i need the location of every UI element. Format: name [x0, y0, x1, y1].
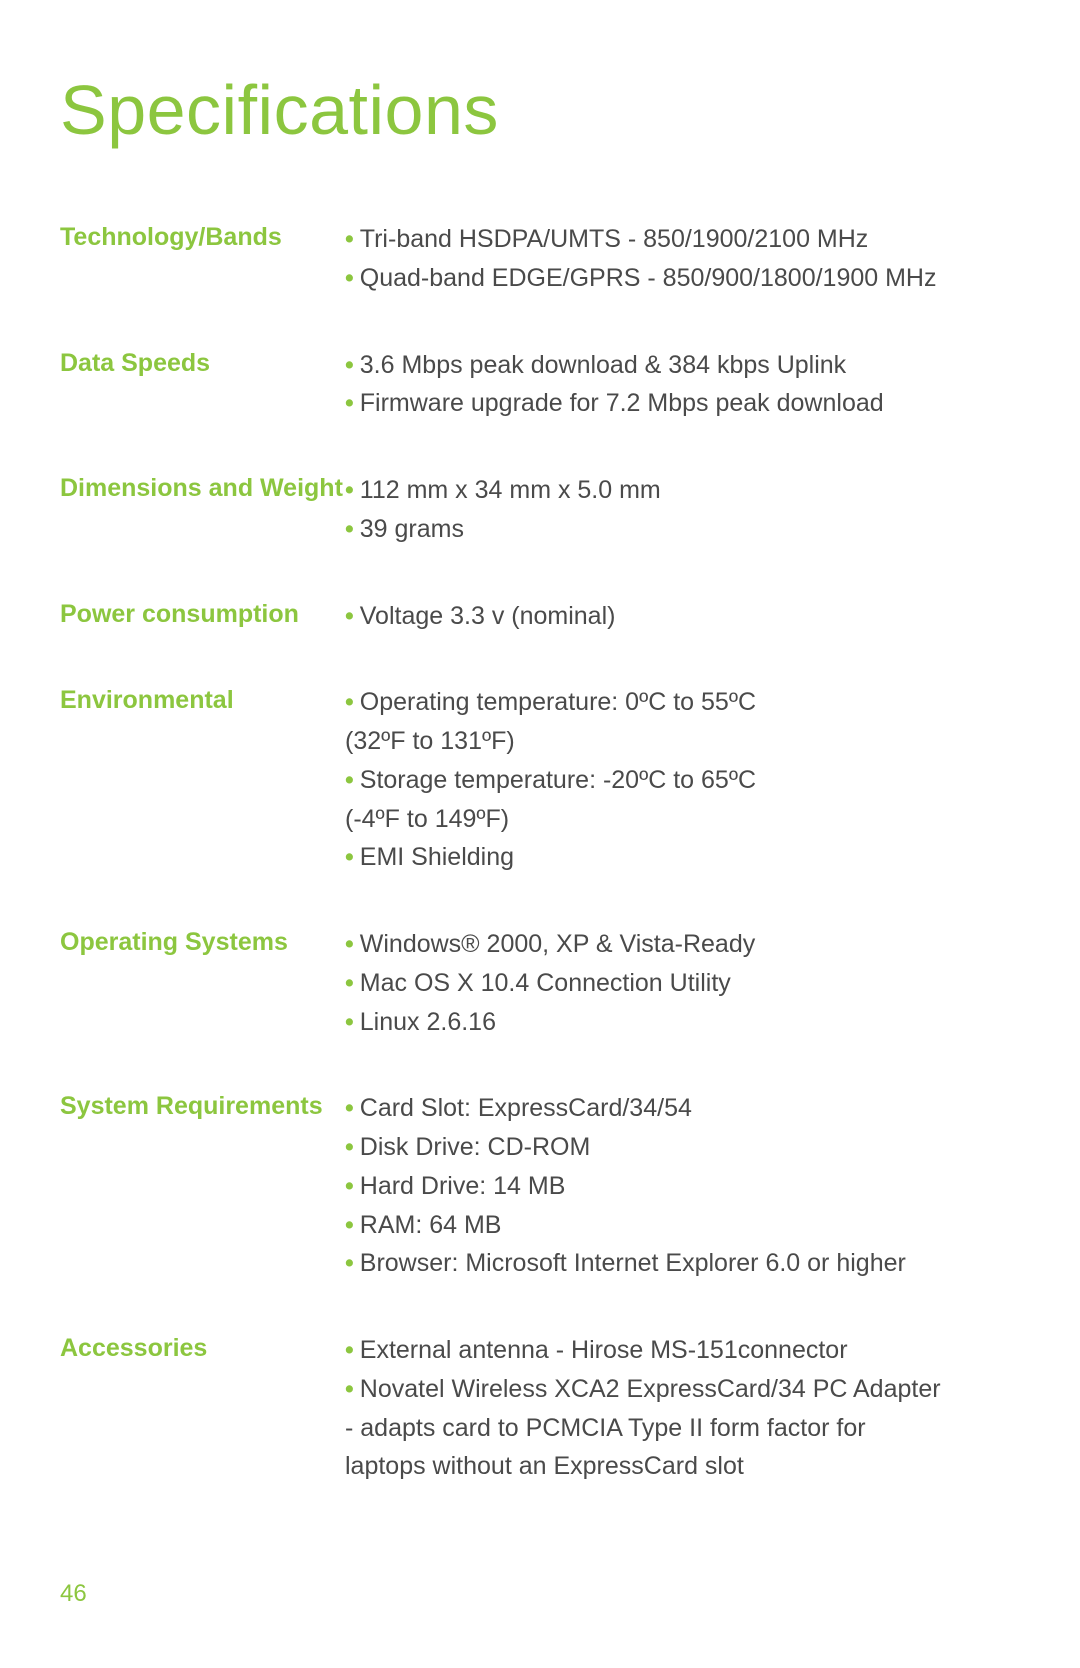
spec-text: Quad-band EDGE/GPRS - 850/900/1800/1900 … [360, 264, 937, 292]
bullet-icon: • [345, 264, 354, 292]
spec-text: Mac OS X 10.4 Connection Utility [360, 969, 731, 997]
bullet-icon: • [345, 766, 354, 794]
spec-item-sub: (32ºF to 131ºF) [345, 722, 1020, 761]
spec-item: •Voltage 3.3 v (nominal) [345, 597, 1020, 636]
bullet-icon: • [345, 969, 354, 997]
spec-items: •Operating temperature: 0ºC to 55ºC (32º… [345, 683, 1020, 877]
spec-system-requirements: System Requirements •Card Slot: ExpressC… [60, 1089, 1020, 1283]
spec-label: Technology/Bands [60, 220, 345, 255]
spec-text: Disk Drive: CD-ROM [360, 1133, 591, 1161]
spec-text: Operating temperature: 0ºC to 55ºC [360, 688, 756, 716]
bullet-icon: • [345, 476, 354, 504]
spec-text: Linux 2.6.16 [360, 1008, 496, 1036]
spec-text: (32ºF to 131ºF) [345, 727, 515, 755]
spec-text: External antenna - Hirose MS-151connecto… [360, 1336, 848, 1364]
bullet-icon: • [345, 843, 354, 871]
spec-text: laptops without an ExpressCard slot [345, 1452, 744, 1480]
bullet-icon: • [345, 225, 354, 253]
spec-label: System Requirements [60, 1089, 345, 1124]
spec-label: Power consumption [60, 597, 345, 632]
spec-item: •External antenna - Hirose MS-151connect… [345, 1331, 1020, 1370]
spec-text: Storage temperature: -20ºC to 65ºC [360, 766, 756, 794]
bullet-icon: • [345, 1211, 354, 1239]
spec-item: •Tri-band HSDPA/UMTS - 850/1900/2100 MHz [345, 220, 1020, 259]
spec-items: •Tri-band HSDPA/UMTS - 850/1900/2100 MHz… [345, 220, 1020, 298]
spec-text: 3.6 Mbps peak download & 384 kbps Uplink [360, 351, 846, 379]
spec-text: Voltage 3.3 v (nominal) [360, 602, 616, 630]
spec-data-speeds: Data Speeds •3.6 Mbps peak download & 38… [60, 346, 1020, 424]
bullet-icon: • [345, 1133, 354, 1161]
spec-text: Card Slot: ExpressCard/34/54 [360, 1094, 692, 1122]
spec-item: •Windows® 2000, XP & Vista-Ready [345, 925, 1020, 964]
page-number: 46 [60, 1580, 87, 1608]
spec-item: •RAM: 64 MB [345, 1206, 1020, 1245]
spec-text: Firmware upgrade for 7.2 Mbps peak downl… [360, 389, 884, 417]
spec-text: EMI Shielding [360, 843, 514, 871]
spec-item: •Card Slot: ExpressCard/34/54 [345, 1089, 1020, 1128]
bullet-icon: • [345, 1375, 354, 1403]
spec-operating-systems: Operating Systems •Windows® 2000, XP & V… [60, 925, 1020, 1041]
page-title: Specifications [60, 70, 1020, 150]
spec-text: Windows® 2000, XP & Vista-Ready [360, 930, 755, 958]
spec-item: •Novatel Wireless XCA2 ExpressCard/34 PC… [345, 1370, 1020, 1409]
spec-item: •Operating temperature: 0ºC to 55ºC [345, 683, 1020, 722]
spec-items: •3.6 Mbps peak download & 384 kbps Uplin… [345, 346, 1020, 424]
spec-items: •Voltage 3.3 v (nominal) [345, 597, 1020, 636]
bullet-icon: • [345, 389, 354, 417]
spec-item: •EMI Shielding [345, 838, 1020, 877]
spec-label: Dimensions and Weight [60, 471, 345, 506]
spec-item: •Quad-band EDGE/GPRS - 850/900/1800/1900… [345, 259, 1020, 298]
spec-item: •Mac OS X 10.4 Connection Utility [345, 964, 1020, 1003]
spec-item-sub: laptops without an ExpressCard slot [345, 1447, 1020, 1486]
spec-item: •Firmware upgrade for 7.2 Mbps peak down… [345, 384, 1020, 423]
spec-item: •Storage temperature: -20ºC to 65ºC [345, 761, 1020, 800]
bullet-icon: • [345, 930, 354, 958]
bullet-icon: • [345, 1172, 354, 1200]
bullet-icon: • [345, 351, 354, 379]
spec-environmental: Environmental •Operating temperature: 0º… [60, 683, 1020, 877]
spec-item: •39 grams [345, 510, 1020, 549]
spec-item: •112 mm x 34 mm x 5.0 mm [345, 471, 1020, 510]
spec-text: Hard Drive: 14 MB [360, 1172, 566, 1200]
spec-text: 112 mm x 34 mm x 5.0 mm [360, 476, 661, 504]
spec-items: •112 mm x 34 mm x 5.0 mm •39 grams [345, 471, 1020, 549]
spec-label: Accessories [60, 1331, 345, 1366]
bullet-icon: • [345, 1094, 354, 1122]
spec-item-sub: - adapts card to PCMCIA Type II form fac… [345, 1409, 1020, 1448]
bullet-icon: • [345, 515, 354, 543]
spec-accessories: Accessories •External antenna - Hirose M… [60, 1331, 1020, 1486]
spec-text: - adapts card to PCMCIA Type II form fac… [345, 1414, 866, 1442]
spec-item: •Linux 2.6.16 [345, 1003, 1020, 1042]
bullet-icon: • [345, 1008, 354, 1036]
spec-items: •Windows® 2000, XP & Vista-Ready •Mac OS… [345, 925, 1020, 1041]
spec-technology-bands: Technology/Bands •Tri-band HSDPA/UMTS - … [60, 220, 1020, 298]
spec-item: •Disk Drive: CD-ROM [345, 1128, 1020, 1167]
spec-dimensions: Dimensions and Weight •112 mm x 34 mm x … [60, 471, 1020, 549]
spec-text: RAM: 64 MB [360, 1211, 502, 1239]
spec-item-sub: (-4ºF to 149ºF) [345, 800, 1020, 839]
spec-items: •Card Slot: ExpressCard/34/54 •Disk Driv… [345, 1089, 1020, 1283]
spec-label: Operating Systems [60, 925, 345, 960]
spec-label: Environmental [60, 683, 345, 718]
spec-item: •Browser: Microsoft Internet Explorer 6.… [345, 1244, 1020, 1283]
spec-power: Power consumption •Voltage 3.3 v (nomina… [60, 597, 1020, 636]
bullet-icon: • [345, 1336, 354, 1364]
spec-items: •External antenna - Hirose MS-151connect… [345, 1331, 1020, 1486]
bullet-icon: • [345, 688, 354, 716]
spec-text: Novatel Wireless XCA2 ExpressCard/34 PC … [360, 1375, 941, 1403]
spec-item: •Hard Drive: 14 MB [345, 1167, 1020, 1206]
bullet-icon: • [345, 1249, 354, 1277]
spec-text: Browser: Microsoft Internet Explorer 6.0… [360, 1249, 906, 1277]
spec-item: •3.6 Mbps peak download & 384 kbps Uplin… [345, 346, 1020, 385]
bullet-icon: • [345, 602, 354, 630]
spec-text: (-4ºF to 149ºF) [345, 805, 509, 833]
spec-text: 39 grams [360, 515, 464, 543]
spec-label: Data Speeds [60, 346, 345, 381]
spec-text: Tri-band HSDPA/UMTS - 850/1900/2100 MHz [360, 225, 869, 253]
